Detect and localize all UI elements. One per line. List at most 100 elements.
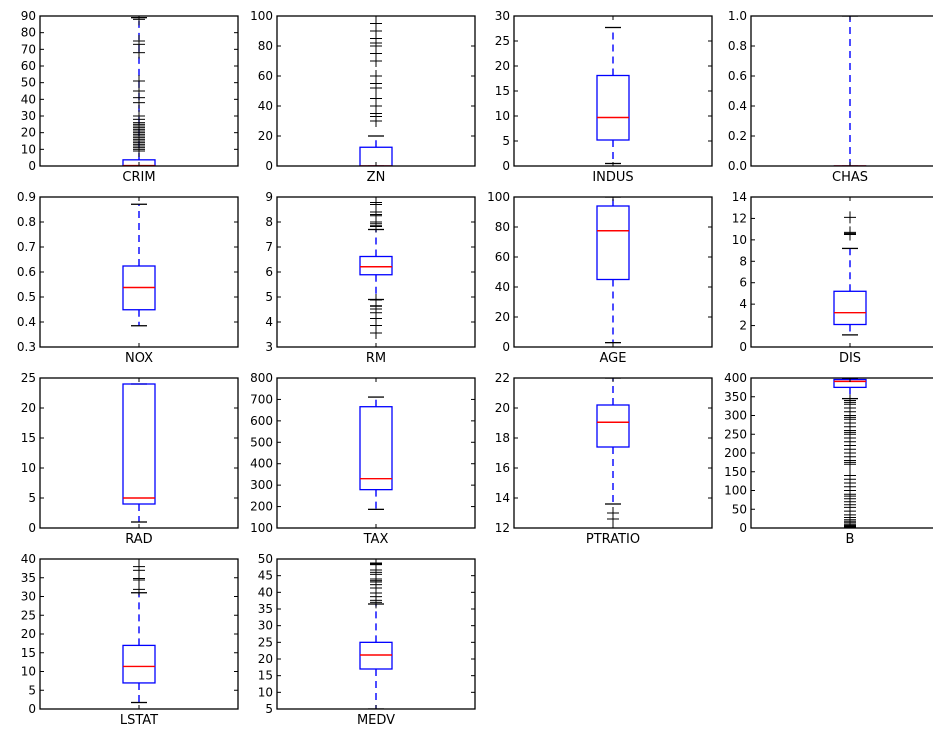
ytick-label-rad-4: 20 bbox=[21, 401, 36, 415]
xlabel-nox: NOX bbox=[125, 351, 153, 366]
axes-frame-chas bbox=[750, 15, 933, 167]
flier-rm-7 bbox=[370, 294, 382, 306]
ytick-label-lstat-5: 25 bbox=[21, 608, 36, 622]
ytick-label-age-2: 40 bbox=[495, 280, 510, 294]
box-rad bbox=[122, 383, 156, 505]
ytick-label-crim-5: 50 bbox=[21, 76, 36, 90]
plot-area-zn bbox=[359, 16, 393, 166]
ytick-label-chas-4: 0.8 bbox=[728, 39, 747, 53]
ytick-label-rm-4: 7 bbox=[265, 240, 273, 254]
ytick-label-chas-1: 0.2 bbox=[728, 129, 747, 143]
xlabel-age: AGE bbox=[600, 351, 627, 366]
ytick-label-nox-5: 0.8 bbox=[17, 215, 36, 229]
ytick-label-indus-2: 10 bbox=[495, 109, 510, 123]
ytick-label-ptratio-0: 12 bbox=[495, 521, 510, 535]
ytick-label-lstat-8: 40 bbox=[21, 552, 36, 566]
ytick-label-tax-4: 500 bbox=[250, 435, 273, 449]
ytick-label-age-3: 60 bbox=[495, 250, 510, 264]
ytick-label-crim-4: 40 bbox=[21, 92, 36, 106]
ytick-label-medv-3: 20 bbox=[258, 652, 273, 666]
plot-area-crim bbox=[122, 16, 156, 166]
ytick-label-crim-8: 80 bbox=[21, 26, 36, 40]
xlabel-lstat: LSTAT bbox=[120, 713, 158, 728]
xlabel-rad: RAD bbox=[125, 532, 152, 547]
ytick-label-crim-1: 10 bbox=[21, 142, 36, 156]
ytick-label-tax-5: 600 bbox=[250, 414, 273, 428]
subplot-zn: 0 20 40 60 80 100 ZN bbox=[250, 9, 476, 185]
flier-dis-2 bbox=[844, 226, 856, 239]
box-tax bbox=[359, 406, 393, 491]
ytick-label-rm-2: 5 bbox=[265, 290, 273, 304]
ytick-label-dis-2: 4 bbox=[739, 297, 747, 311]
plot-area-ptratio bbox=[596, 378, 630, 525]
plot-area-indus bbox=[596, 26, 630, 165]
plot-area-age bbox=[596, 197, 630, 344]
ytick-label-rad-2: 10 bbox=[21, 461, 36, 475]
ytick-label-crim-9: 90 bbox=[21, 9, 36, 23]
ytick-label-tax-1: 200 bbox=[250, 500, 273, 514]
xlabel-chas: CHAS bbox=[832, 170, 868, 185]
ytick-label-zn-5: 100 bbox=[250, 9, 273, 23]
box-indus bbox=[596, 74, 630, 141]
ytick-label-rad-5: 25 bbox=[21, 371, 36, 385]
box-zn bbox=[359, 146, 393, 166]
ytick-label-zn-4: 80 bbox=[258, 39, 273, 53]
ytick-label-medv-8: 45 bbox=[258, 569, 273, 583]
ytick-label-lstat-4: 20 bbox=[21, 627, 36, 641]
ytick-label-b-5: 250 bbox=[724, 427, 747, 441]
ytick-label-chas-3: 0.6 bbox=[728, 69, 747, 83]
plot-area-rm bbox=[359, 197, 393, 339]
xlabel-b: B bbox=[846, 532, 855, 547]
ytick-label-rm-6: 9 bbox=[265, 190, 273, 204]
ytick-label-nox-1: 0.4 bbox=[17, 315, 36, 329]
ytick-label-nox-4: 0.7 bbox=[17, 240, 36, 254]
ytick-label-tax-0: 100 bbox=[250, 521, 273, 535]
ytick-label-zn-0: 0 bbox=[265, 159, 273, 173]
ytick-label-rad-3: 15 bbox=[21, 431, 36, 445]
ytick-label-dis-5: 10 bbox=[732, 233, 747, 247]
ytick-label-dis-7: 14 bbox=[732, 190, 747, 204]
ytick-label-b-3: 150 bbox=[724, 465, 747, 479]
axes-frame-b bbox=[750, 377, 933, 529]
ytick-label-indus-4: 20 bbox=[495, 59, 510, 73]
ytick-label-zn-2: 40 bbox=[258, 99, 273, 113]
ytick-label-zn-3: 60 bbox=[258, 69, 273, 83]
plot-area-b bbox=[833, 378, 867, 528]
ytick-label-nox-3: 0.6 bbox=[17, 265, 36, 279]
ytick-label-ptratio-5: 22 bbox=[495, 371, 510, 385]
ytick-label-ptratio-4: 20 bbox=[495, 401, 510, 415]
xlabel-indus: INDUS bbox=[592, 170, 633, 185]
box-age bbox=[596, 205, 630, 281]
ytick-label-chas-2: 0.4 bbox=[728, 99, 747, 113]
plot-area-chas bbox=[833, 16, 867, 166]
ytick-label-rm-0: 3 bbox=[265, 340, 273, 354]
subplot-dis: 0 2 4 6 8 10 12 14 DIS bbox=[732, 190, 933, 366]
xlabel-tax: TAX bbox=[363, 532, 389, 547]
ytick-label-tax-7: 800 bbox=[250, 371, 273, 385]
flier-crim-19 bbox=[133, 110, 145, 122]
ytick-label-chas-0: 0.0 bbox=[728, 159, 747, 173]
ytick-label-rm-5: 8 bbox=[265, 215, 273, 229]
ytick-label-indus-3: 15 bbox=[495, 84, 510, 98]
ytick-label-age-0: 0 bbox=[502, 340, 510, 354]
ytick-label-medv-1: 10 bbox=[258, 685, 273, 699]
ytick-label-b-0: 0 bbox=[739, 521, 747, 535]
subplot-lstat: 0 5 10 15 20 25 30 35 40 LSTAT bbox=[21, 552, 239, 728]
subplot-age: 0 20 40 60 80 100 AGE bbox=[487, 190, 713, 366]
ytick-label-crim-2: 20 bbox=[21, 126, 36, 140]
subplot-medv: 5 10 15 20 25 30 35 40 45 50 MEDV bbox=[258, 552, 476, 728]
axes-frame-age bbox=[513, 196, 713, 348]
box-dis bbox=[833, 290, 867, 326]
plot-area-dis bbox=[833, 211, 867, 336]
subplot-indus: 0 5 10 15 20 25 30 INDUS bbox=[495, 9, 713, 185]
subplot-b: 0 50 100 150 200 250 300 350 400 B bbox=[724, 371, 933, 547]
ytick-label-medv-7: 40 bbox=[258, 585, 273, 599]
box-rm bbox=[359, 255, 393, 276]
ytick-label-medv-5: 30 bbox=[258, 619, 273, 633]
xlabel-ptratio: PTRATIO bbox=[586, 532, 640, 547]
xlabel-medv: MEDV bbox=[357, 713, 395, 728]
ytick-label-medv-0: 5 bbox=[265, 702, 273, 716]
ytick-label-rm-1: 4 bbox=[265, 315, 273, 329]
ytick-label-nox-2: 0.5 bbox=[17, 290, 36, 304]
